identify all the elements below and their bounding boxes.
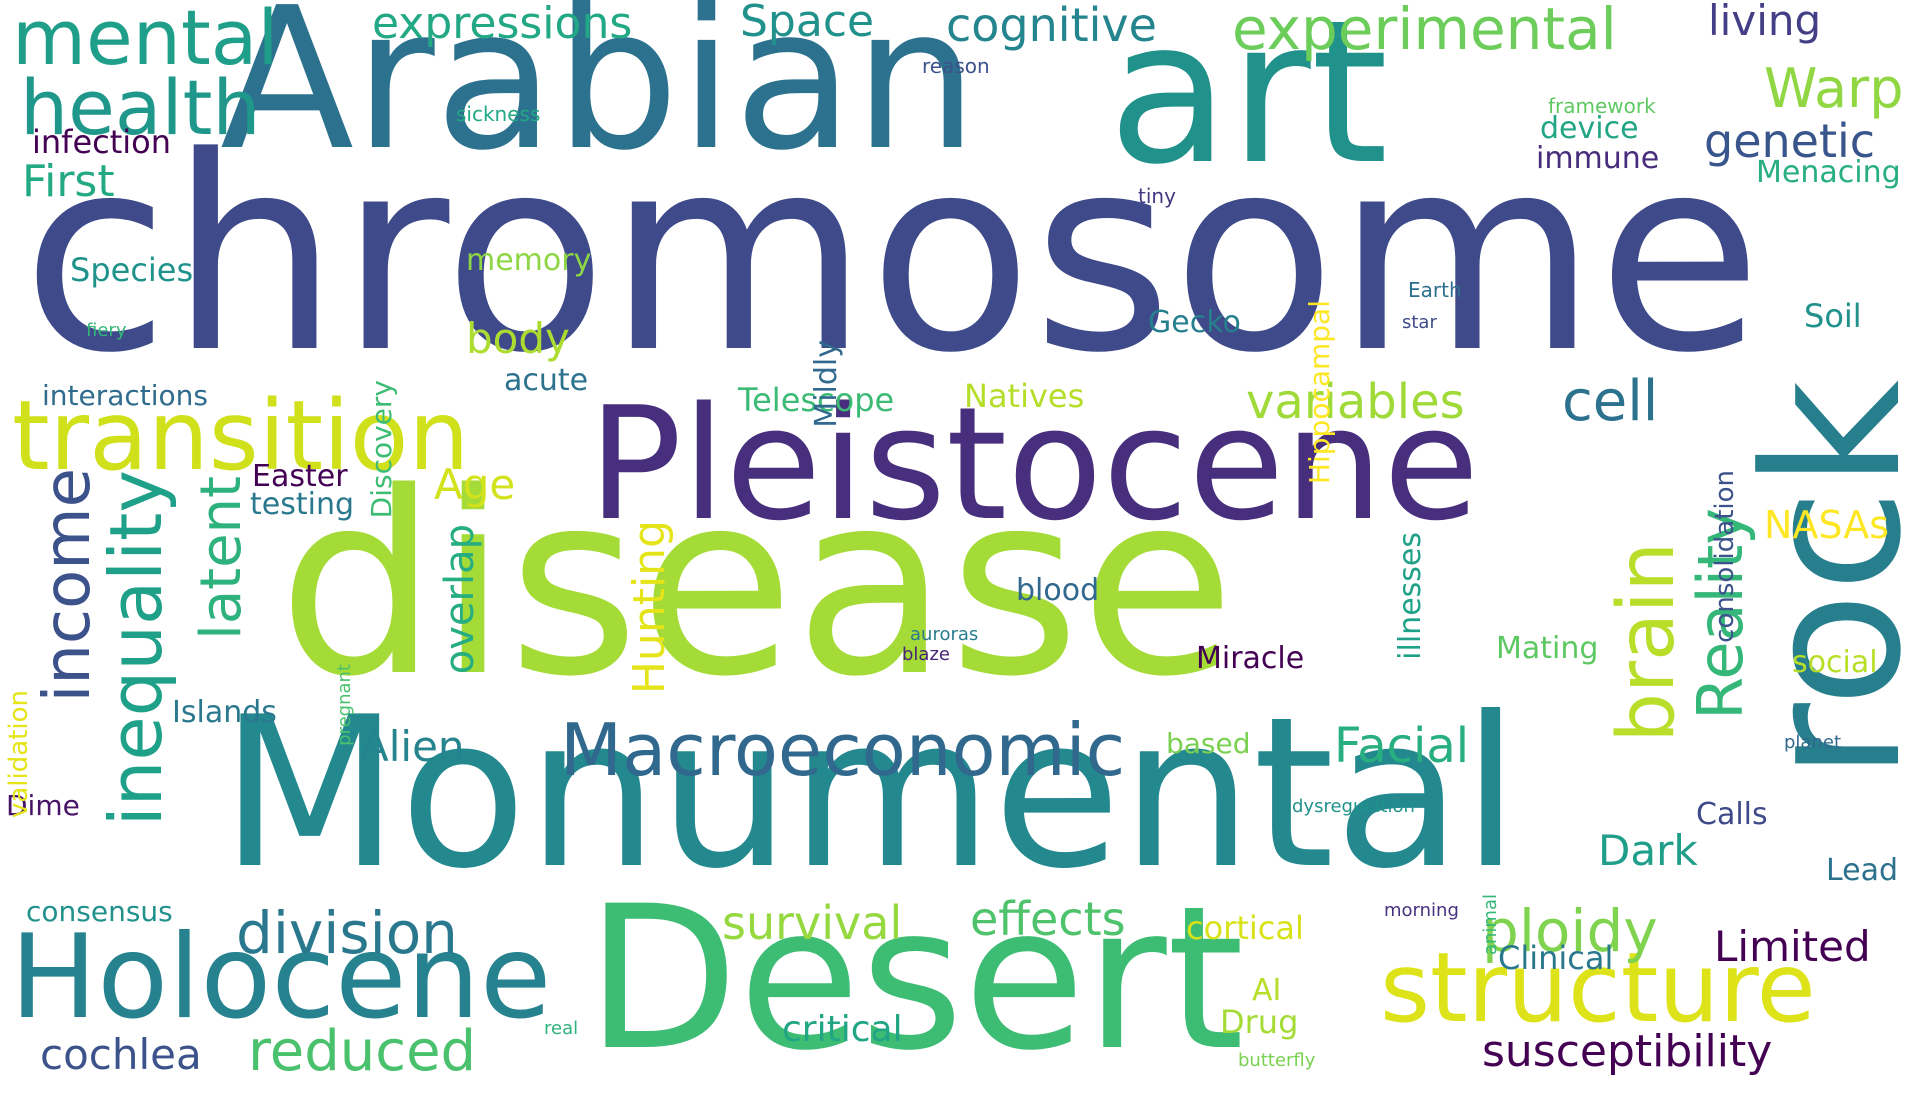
word-art: art (1108, 0, 1389, 208)
word-cortical: cortical (1186, 909, 1304, 947)
word-dysregulation: dysregulation (1292, 796, 1415, 817)
word-lead: Lead (1826, 853, 1899, 888)
word-auroras: auroras (910, 624, 979, 645)
word-menacing: Menacing (1756, 155, 1901, 190)
word-clinical: Clinical (1498, 939, 1614, 977)
word-calls: Calls (1696, 797, 1768, 832)
word-islands: Islands (172, 695, 277, 730)
word-social: social (1792, 645, 1878, 680)
word-health: health (20, 63, 261, 152)
word-overlap: overlap (437, 524, 483, 675)
word-acute: acute (504, 363, 589, 398)
word-structure: structure (1380, 932, 1816, 1044)
word-pleistocene: Pleistocene (588, 373, 1480, 555)
word-animal: animal (1480, 894, 1501, 956)
word-framework: framework (1548, 94, 1656, 118)
word-gecko: Gecko (1148, 305, 1241, 340)
word-ai: AI (1252, 973, 1282, 1008)
word-nasas: NASAs (1764, 503, 1890, 547)
word-drug: Drug (1220, 1003, 1299, 1041)
word-soil: Soil (1804, 297, 1862, 335)
word-cell: cell (1562, 369, 1659, 434)
word-desert: Desert (586, 863, 1245, 1094)
word-cognitive: cognitive (946, 0, 1157, 52)
word-validation: validation (4, 690, 34, 819)
word-space: Space (740, 0, 875, 47)
word-monumental: Monumental (220, 673, 1520, 915)
word-species: Species (70, 251, 194, 289)
word-holocene: Holocene (10, 910, 552, 1045)
word-body: body (466, 314, 570, 363)
word-sickness: sickness (456, 102, 541, 126)
word-real: real (544, 1018, 579, 1039)
word-age: Age (434, 460, 516, 509)
word-dark: Dark (1598, 826, 1698, 875)
word-star: star (1402, 312, 1437, 333)
word-ploidy: ploidy (1482, 897, 1658, 965)
word-brain: brain (1602, 542, 1692, 743)
word-butterfly: butterfly (1238, 1050, 1316, 1071)
word-telescope: Telescope (738, 381, 895, 419)
word-fiery: fiery (86, 320, 127, 341)
word-device: device (1540, 111, 1639, 146)
word-chromosome: chromosome (22, 100, 1763, 412)
word-mental: mental (12, 0, 279, 82)
word-easter: Easter (252, 459, 348, 494)
word-division: division (236, 899, 458, 967)
word-reduced: reduced (248, 1019, 477, 1084)
word-hunting: Hunting (624, 520, 675, 695)
word-expressions: expressions (372, 0, 633, 49)
word-mating: Mating (1496, 631, 1599, 666)
word-immune: immune (1536, 141, 1660, 176)
word-latent: latent (189, 476, 254, 640)
word-warp: Warp (1764, 57, 1904, 120)
word-arabian: Arabian (220, 0, 978, 194)
word-planet: planet (1784, 732, 1841, 753)
word-mildly: Mildly (809, 340, 844, 428)
word-facial: Facial (1334, 718, 1470, 774)
word-effects: effects (970, 892, 1126, 946)
word-discovery: Discovery (365, 380, 398, 519)
word-dime: Dime (6, 789, 80, 822)
word-survival: survival (722, 896, 903, 950)
word-critical: critical (782, 1009, 903, 1050)
word-rock: rock (1724, 380, 1920, 781)
word-income: income (31, 468, 105, 703)
word-pregnant: pregnant (334, 664, 355, 746)
word-infection: infection (32, 123, 172, 161)
word-earth: Earth (1408, 278, 1462, 302)
word-blaze: blaze (902, 644, 950, 665)
word-transition: transition (12, 380, 470, 492)
word-reason: reason (922, 54, 990, 78)
word-first: First (22, 156, 115, 207)
word-illnesses: illnesses (1393, 532, 1428, 660)
word-based: based (1166, 727, 1251, 760)
word-testing: testing (250, 487, 355, 522)
word-tiny: tiny (1138, 184, 1176, 208)
word-experimental: experimental (1232, 0, 1617, 63)
word-interactions: interactions (42, 379, 209, 412)
word-susceptibility: susceptibility (1482, 1026, 1773, 1077)
word-disease: disease (278, 439, 1236, 732)
word-consensus: consensus (26, 895, 173, 928)
word-macroeconomic: Macroeconomic (560, 708, 1126, 792)
word-hippocampal: Hippocampal (1303, 300, 1336, 485)
word-blood: blood (1016, 573, 1100, 608)
word-consolidation: consolidation (1710, 470, 1740, 643)
word-inequality: inequality (94, 470, 178, 827)
word-variables: variables (1246, 374, 1465, 430)
word-alien: Alien (360, 722, 465, 771)
word-morning: morning (1384, 900, 1459, 921)
word-miracle: Miracle (1196, 641, 1305, 676)
word-cochlea: cochlea (40, 1030, 202, 1079)
word-limited: Limited (1714, 922, 1871, 971)
word-natives: Natives (964, 377, 1085, 415)
word-living: living (1708, 0, 1822, 45)
word-memory: memory (466, 243, 592, 278)
word-genetic: genetic (1704, 114, 1876, 168)
